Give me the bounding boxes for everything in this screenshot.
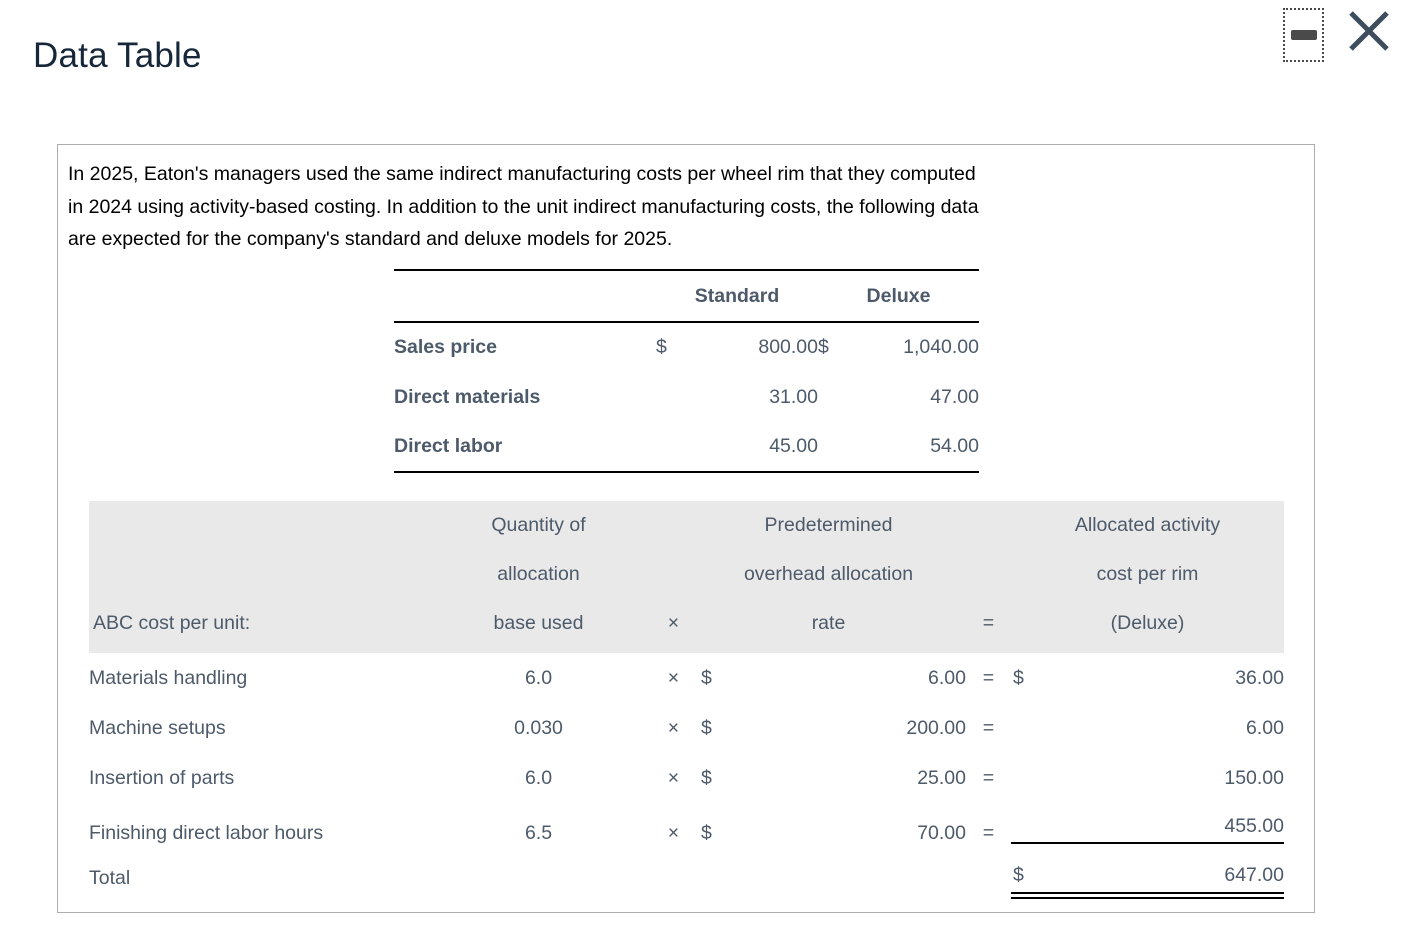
currency-sign: $ bbox=[656, 336, 667, 358]
currency-sign bbox=[656, 372, 688, 422]
row-label: Sales price bbox=[394, 336, 497, 358]
multiply-sign: × bbox=[667, 821, 680, 844]
alloc-value: 455.00 bbox=[1224, 814, 1284, 837]
row-label: Direct labor bbox=[394, 435, 503, 457]
standard-value: 31.00 bbox=[769, 385, 818, 408]
currency-sign: $ bbox=[701, 666, 712, 689]
alloc-value: 150.00 bbox=[1224, 766, 1284, 789]
abc-cost-table: ABC cost per unit: Quantity of allocatio… bbox=[89, 501, 1284, 903]
table-row: Finishing direct labor hours 6.5 × $70.0… bbox=[89, 803, 1284, 853]
total-value: 647.00 bbox=[1224, 863, 1284, 886]
standard-value: 45.00 bbox=[769, 435, 818, 457]
table-row: Machine setups 0.030 × $200.00 = 6.00 bbox=[89, 703, 1284, 753]
rate-value: 6.00 bbox=[928, 666, 966, 689]
close-button[interactable] bbox=[1347, 9, 1391, 53]
standard-value: 800.00 bbox=[758, 336, 818, 358]
row-label: Direct materials bbox=[394, 385, 541, 408]
intro-line: in 2024 using activity-based costing. In… bbox=[68, 195, 979, 218]
minimize-button[interactable] bbox=[1283, 8, 1324, 62]
alloc-value: 6.00 bbox=[1246, 716, 1284, 739]
multiply-sign: × bbox=[667, 666, 680, 689]
multiply-sign: × bbox=[667, 612, 680, 634]
qty-value: 6.0 bbox=[524, 666, 553, 689]
currency-sign: $ bbox=[701, 766, 712, 789]
deluxe-value: 47.00 bbox=[930, 385, 979, 408]
deluxe-value: 1,040.00 bbox=[903, 336, 979, 358]
table-row: Sales price $ 800.00 $ 1,040.00 bbox=[394, 322, 979, 372]
equals-sign: = bbox=[982, 766, 995, 789]
qty-value: 6.0 bbox=[524, 766, 553, 789]
alloc-subtotal-ruled-cell: 455.00 bbox=[1011, 815, 1284, 844]
total-row: Total $647.00 bbox=[89, 853, 1284, 903]
currency-sign: $ bbox=[701, 821, 712, 844]
rate-value: 70.00 bbox=[917, 821, 966, 844]
currency-sign bbox=[818, 422, 858, 472]
currency-sign: $ bbox=[1013, 863, 1024, 886]
multiply-sign: × bbox=[667, 766, 680, 789]
equals-sign: = bbox=[982, 612, 995, 634]
intro-line: are expected for the company's standard … bbox=[68, 228, 673, 250]
standard-column-header: Standard bbox=[694, 284, 780, 307]
rate-column-header: Predetermined overhead allocation rate bbox=[691, 501, 966, 653]
qty-column-header: Quantity of allocation base used bbox=[421, 501, 656, 653]
table-row: Direct labor 45.00 54.00 bbox=[394, 422, 979, 472]
rate-value: 25.00 bbox=[917, 766, 966, 789]
data-panel: In 2025, Eaton's managers used the same … bbox=[57, 144, 1315, 913]
alloc-value: 36.00 bbox=[1235, 666, 1284, 689]
page-title: Data Table bbox=[33, 36, 202, 75]
currency-sign bbox=[818, 372, 858, 422]
deluxe-column-header: Deluxe bbox=[866, 284, 931, 307]
multiply-sign: × bbox=[667, 716, 680, 739]
qty-value: 6.5 bbox=[524, 821, 553, 844]
equals-sign: = bbox=[982, 716, 995, 739]
deluxe-value: 54.00 bbox=[930, 435, 979, 457]
equals-sign: = bbox=[982, 821, 995, 844]
minimize-icon bbox=[1290, 30, 1317, 40]
activity-label: Materials handling bbox=[89, 666, 248, 689]
table-row: Materials handling 6.0 × $6.00 = $36.00 bbox=[89, 653, 1284, 703]
currency-sign: $ bbox=[701, 716, 712, 739]
abc-cost-per-unit-label: ABC cost per unit: bbox=[93, 612, 251, 634]
intro-paragraph: In 2025, Eaton's managers used the same … bbox=[68, 158, 979, 256]
currency-sign bbox=[656, 422, 688, 472]
rate-value: 200.00 bbox=[906, 716, 966, 739]
close-icon bbox=[1349, 11, 1389, 51]
currency-sign: $ bbox=[1013, 666, 1024, 689]
alloc-column-header: Allocated activity cost per rim (Deluxe) bbox=[1011, 501, 1284, 653]
total-value-cell: $647.00 bbox=[1011, 864, 1284, 899]
total-label: Total bbox=[89, 866, 131, 889]
intro-line: In 2025, Eaton's managers used the same … bbox=[68, 163, 976, 185]
price-table: Standard Deluxe Sales price $ 800.00 $ 1… bbox=[394, 269, 979, 473]
table-row: Insertion of parts 6.0 × $25.00 = 150.00 bbox=[89, 753, 1284, 803]
table-row: Direct materials 31.00 47.00 bbox=[394, 372, 979, 422]
qty-value: 0.030 bbox=[514, 716, 563, 739]
equals-sign: = bbox=[982, 666, 995, 689]
abc-table-header-row: ABC cost per unit: Quantity of allocatio… bbox=[89, 501, 1284, 653]
currency-sign: $ bbox=[818, 336, 829, 358]
activity-label: Machine setups bbox=[89, 716, 226, 739]
activity-label: Finishing direct labor hours bbox=[89, 821, 324, 844]
activity-label: Insertion of parts bbox=[89, 766, 235, 789]
price-table-header-row: Standard Deluxe bbox=[394, 270, 979, 322]
